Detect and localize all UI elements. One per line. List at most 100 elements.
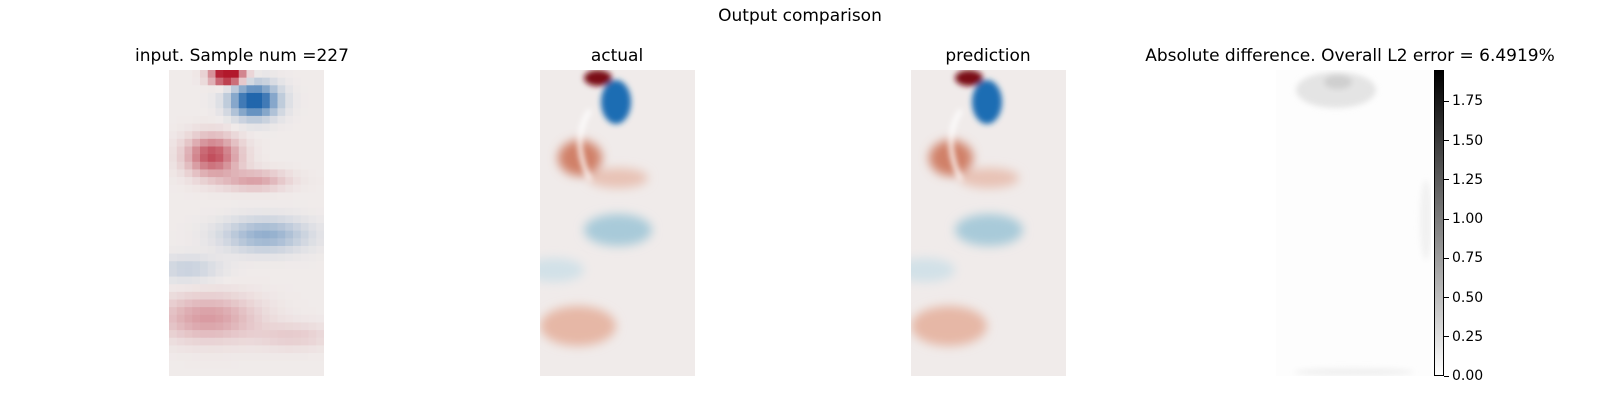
input-cell [246, 92, 255, 102]
input-cell [192, 253, 201, 262]
input-cell [262, 238, 271, 247]
figure-suptitle: Output comparison [718, 6, 882, 26]
input-cell [215, 268, 224, 278]
input-cell [285, 161, 294, 170]
input-cell [246, 192, 255, 201]
input-cell [308, 268, 317, 278]
input-cell [176, 299, 185, 308]
input-cell [277, 322, 286, 331]
prediction-red-core [955, 70, 983, 86]
input-cell [285, 92, 294, 102]
input-cell [207, 284, 216, 293]
input-cell [192, 299, 201, 308]
input-cell [262, 307, 271, 316]
input-cell [262, 138, 271, 147]
actual-red-tail [588, 168, 648, 188]
input-cell [269, 108, 278, 117]
input-cell [231, 291, 240, 300]
input-cell [215, 146, 224, 155]
input-cell [285, 85, 294, 94]
input-cell [215, 353, 224, 362]
input-cell [176, 253, 185, 262]
input-cell [207, 223, 216, 232]
input-cell [238, 131, 247, 140]
input-cell [246, 253, 255, 262]
input-cell [285, 184, 294, 193]
input-cell [184, 200, 193, 209]
input-cell [223, 161, 232, 170]
input-cell [192, 330, 201, 339]
input-cell [308, 215, 317, 224]
input-cell [269, 146, 278, 155]
input-cell [238, 184, 247, 193]
input-cell [269, 268, 278, 278]
input-cell [184, 238, 193, 247]
input-cell [308, 115, 317, 125]
input-cell [223, 322, 232, 331]
input-cell [277, 238, 286, 247]
input-cell [285, 322, 294, 331]
input-cell [285, 230, 294, 239]
actual-blobs-sharp [578, 70, 631, 181]
input-cell [269, 291, 278, 300]
input-cell [262, 223, 271, 232]
input-cell [169, 353, 178, 362]
input-cell [300, 138, 309, 147]
input-cell [285, 330, 294, 339]
input-cell [192, 184, 201, 193]
input-cell [169, 131, 178, 140]
input-cell [277, 230, 286, 239]
input-cell [285, 223, 294, 232]
input-cell [308, 154, 317, 163]
input-cell [316, 131, 324, 140]
input-cell [207, 123, 216, 132]
input-cell [200, 169, 209, 178]
input-cell [184, 330, 193, 339]
input-cell [169, 200, 178, 209]
prediction-shear-line [949, 108, 963, 181]
input-cell [207, 100, 216, 109]
input-cell [300, 207, 309, 216]
input-cell [238, 115, 247, 125]
input-cell [262, 337, 271, 346]
input-cell [293, 169, 302, 178]
input-cell [238, 276, 247, 285]
input-cell [192, 230, 201, 239]
input-cell [169, 337, 178, 346]
input-cell [231, 77, 240, 86]
input-cell [308, 322, 317, 331]
input-cell [269, 253, 278, 262]
input-cell [184, 291, 193, 300]
input-cell [231, 360, 240, 369]
prediction-blue-lobe-middle [955, 214, 1023, 246]
actual-blue-lobe-middle [584, 214, 652, 246]
input-cell [246, 360, 255, 369]
input-cell [176, 85, 185, 94]
actual-blue-vortex [601, 80, 631, 124]
input-cell [277, 330, 286, 339]
input-cell [262, 192, 271, 201]
input-cell [254, 92, 263, 102]
input-cell [277, 161, 286, 170]
input-cell [300, 184, 309, 193]
input-cell [200, 276, 209, 285]
input-cell [300, 146, 309, 155]
input-cell [308, 169, 317, 178]
input-cell [300, 169, 309, 178]
input-cell [254, 253, 263, 262]
input-cell [308, 360, 317, 369]
input-cell [285, 154, 294, 163]
input-cell [262, 115, 271, 125]
input-cell [215, 177, 224, 186]
input-cell [215, 207, 224, 216]
input-cell [200, 108, 209, 117]
input-cell [300, 200, 309, 209]
input-cell [223, 207, 232, 216]
input-cell [300, 330, 309, 339]
input-cell [308, 261, 317, 270]
input-cell [223, 123, 232, 132]
input-cell [207, 276, 216, 285]
input-cell [262, 154, 271, 163]
input-cell [207, 138, 216, 147]
input-cell [176, 345, 185, 354]
